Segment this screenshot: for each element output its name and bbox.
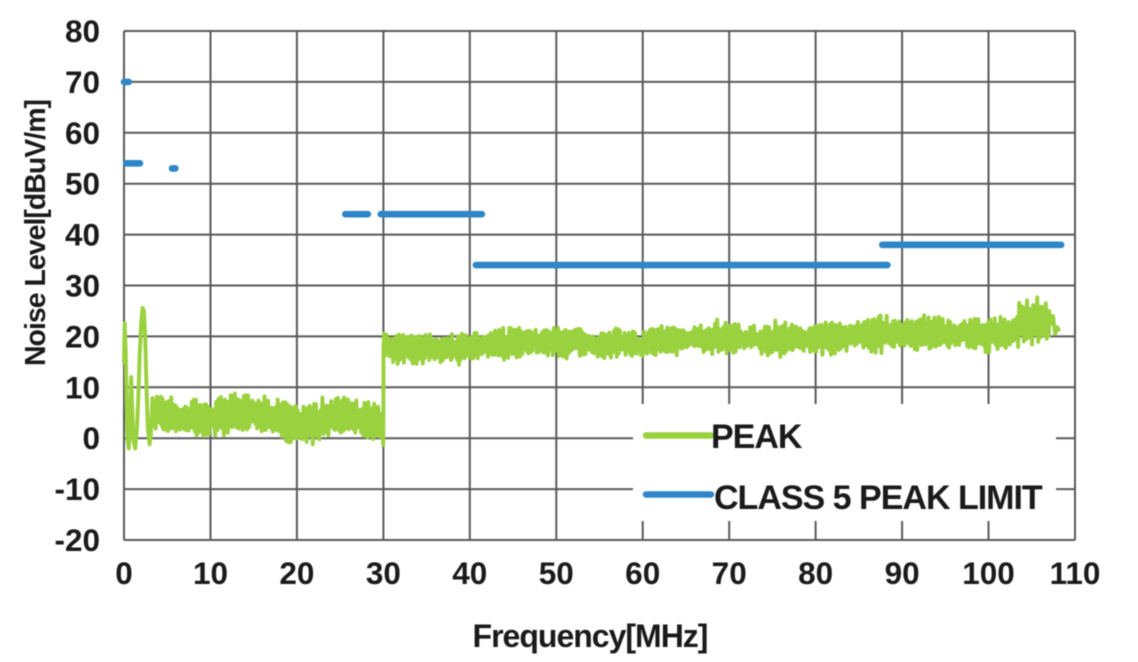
- svg-text:70: 70: [712, 555, 747, 591]
- svg-text:40: 40: [452, 555, 487, 591]
- svg-text:90: 90: [885, 555, 920, 591]
- svg-text:30: 30: [366, 555, 401, 591]
- svg-text:20: 20: [279, 555, 314, 591]
- svg-text:Noise Level[dBuV/m]: Noise Level[dBuV/m]: [20, 100, 52, 366]
- svg-text:-20: -20: [54, 522, 100, 558]
- svg-text:30: 30: [65, 268, 100, 304]
- svg-text:80: 80: [798, 555, 833, 591]
- svg-text:PEAK: PEAK: [711, 418, 803, 456]
- svg-text:100: 100: [962, 555, 1015, 591]
- svg-text:70: 70: [65, 64, 100, 100]
- svg-text:10: 10: [65, 369, 100, 405]
- svg-text:0: 0: [82, 420, 100, 456]
- svg-text:60: 60: [625, 555, 660, 591]
- svg-text:50: 50: [539, 555, 574, 591]
- svg-text:CLASS 5 PEAK LIMIT: CLASS 5 PEAK LIMIT: [714, 479, 1043, 517]
- svg-text:20: 20: [65, 318, 100, 354]
- svg-text:110: 110: [1050, 555, 1101, 591]
- svg-text:-10: -10: [54, 471, 100, 507]
- svg-text:10: 10: [193, 555, 228, 591]
- svg-text:50: 50: [65, 166, 100, 202]
- svg-text:Frequency[MHz]: Frequency[MHz]: [473, 618, 708, 654]
- svg-text:80: 80: [65, 13, 100, 49]
- svg-text:40: 40: [65, 217, 100, 253]
- svg-text:0: 0: [115, 555, 133, 591]
- svg-text:60: 60: [65, 115, 100, 151]
